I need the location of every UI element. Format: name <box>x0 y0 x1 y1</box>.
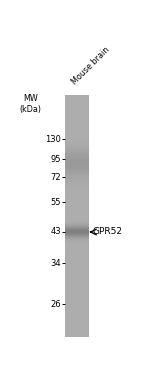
Text: 55: 55 <box>50 198 61 207</box>
Text: 34: 34 <box>50 259 61 268</box>
Text: 72: 72 <box>50 173 61 182</box>
Text: 95: 95 <box>50 154 61 164</box>
Text: 43: 43 <box>50 228 61 236</box>
Text: 26: 26 <box>50 300 61 309</box>
Text: Mouse brain: Mouse brain <box>70 46 111 87</box>
Text: MW
(kDa): MW (kDa) <box>19 94 41 114</box>
Text: GPR52: GPR52 <box>92 228 122 236</box>
Text: 130: 130 <box>45 135 61 144</box>
